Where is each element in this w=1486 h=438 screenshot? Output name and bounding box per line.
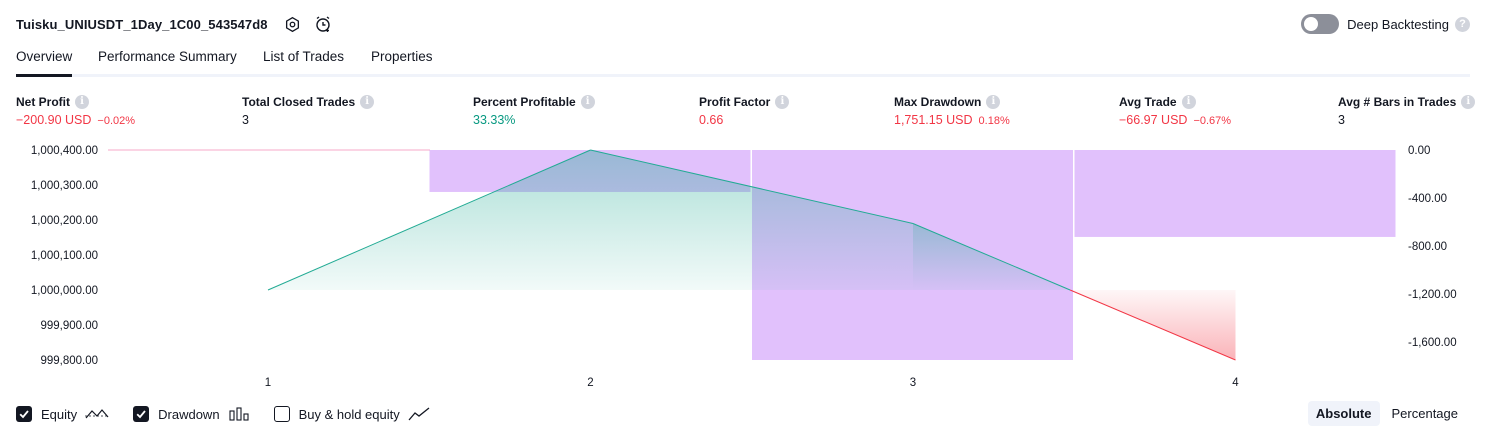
alarm-add-icon[interactable] bbox=[314, 15, 332, 33]
legend-drawdown[interactable]: Drawdown bbox=[133, 406, 249, 422]
equity-line-segment bbox=[1069, 289, 1236, 361]
equity-line-segment bbox=[267, 149, 591, 291]
legend-drawdown-label: Drawdown bbox=[158, 406, 220, 422]
left-axis-tick-label: 999,900.00 bbox=[40, 320, 98, 332]
right-axis-tick-label: -1,600.00 bbox=[1408, 337, 1457, 349]
info-icon[interactable]: i bbox=[75, 94, 89, 109]
right-axis-tick-label: -400.00 bbox=[1408, 193, 1447, 205]
left-axis-tick-label: 1,000,300.00 bbox=[31, 180, 98, 192]
buy-hold-checkbox[interactable] bbox=[273, 406, 290, 422]
display-mode: Absolute Percentage bbox=[1307, 401, 1466, 426]
equity-line-icon bbox=[85, 407, 110, 421]
info-icon[interactable]: i bbox=[986, 94, 1001, 109]
help-icon[interactable]: ? bbox=[1455, 16, 1470, 32]
equity-line-segment bbox=[912, 223, 1071, 291]
equity-checkbox[interactable] bbox=[16, 406, 32, 422]
deep-backtesting-toggle[interactable] bbox=[1301, 14, 1340, 34]
metric-value: 0.66 bbox=[699, 113, 724, 127]
x-axis-tick-label: 4 bbox=[1232, 377, 1239, 389]
equity-chart[interactable]: 1,000,400.00 1,000,300.00 1,000,200.00 1,00… bbox=[0, 136, 1486, 398]
metric-label: Net Profit bbox=[16, 94, 70, 109]
x-axis-tick-label: 3 bbox=[910, 377, 916, 389]
tab-bar: Overview Performance Summary List of Tra… bbox=[16, 46, 1470, 77]
chart-legend: Equity Drawdown Buy & hold equity bbox=[16, 403, 454, 425]
metric-profit-factor: Profit Factor i 0.66 bbox=[699, 94, 790, 127]
drawdown-bar bbox=[1074, 150, 1396, 237]
tab-list-of-trades[interactable]: List of Trades bbox=[263, 49, 345, 64]
info-icon[interactable]: i bbox=[360, 94, 375, 109]
left-axis-tick-label: 1,000,000.00 bbox=[31, 285, 98, 297]
metric-label: Avg Trade bbox=[1119, 94, 1177, 109]
equity-area-up bbox=[590, 150, 913, 290]
metric-value: −200.90 USD bbox=[16, 113, 92, 127]
legend-buy-hold-label: Buy & hold equity bbox=[298, 406, 400, 422]
legend-equity-label: Equity bbox=[41, 406, 78, 422]
metric-label: Profit Factor bbox=[699, 94, 771, 109]
metric-percent: −0.67% bbox=[1193, 115, 1232, 127]
deep-backtesting-label: Deep Backtesting bbox=[1347, 16, 1449, 32]
header: Tuisku_UNIUSDT_1Day_1C00_543547d8 bbox=[16, 12, 332, 36]
tab-overview[interactable]: Overview bbox=[16, 49, 73, 77]
left-axis-tick-label: 1,000,200.00 bbox=[31, 215, 98, 227]
metric-label: Percent Profitable bbox=[473, 94, 576, 109]
info-icon[interactable]: i bbox=[1181, 94, 1196, 109]
metric-value: 33.33% bbox=[473, 113, 516, 127]
bar-chart-icon bbox=[228, 407, 250, 421]
metric-percent: 0.18% bbox=[978, 115, 1010, 127]
toggle-knob bbox=[1304, 17, 1319, 31]
tab-properties[interactable]: Properties bbox=[371, 49, 433, 64]
metric-max-drawdown: Max Drawdown i 1,751.15 USD 0.18% bbox=[894, 94, 1010, 127]
info-icon[interactable]: i bbox=[775, 94, 790, 109]
strategy-title: Tuisku_UNIUSDT_1Day_1C00_543547d8 bbox=[16, 16, 268, 32]
right-axis-tick-label: -800.00 bbox=[1408, 241, 1447, 253]
metric-label: Max Drawdown bbox=[894, 94, 982, 109]
left-axis-tick-label: 999,800.00 bbox=[40, 355, 98, 367]
tab-performance-summary[interactable]: Performance Summary bbox=[98, 49, 237, 64]
metric-net-profit: Net Profit i −200.90 USD −0.02% bbox=[16, 94, 135, 127]
right-axis-tick-label: -1,200.00 bbox=[1408, 289, 1457, 301]
drawdown-checkbox[interactable] bbox=[133, 406, 150, 422]
x-axis-tick-label: 1 bbox=[265, 377, 271, 389]
right-axis-tick-label: 0.00 bbox=[1408, 145, 1430, 157]
legend-equity[interactable]: Equity bbox=[16, 406, 110, 422]
left-axis-tick-label: 1,000,400.00 bbox=[31, 145, 98, 157]
metric-label: Total Closed Trades bbox=[242, 94, 356, 109]
metric-label: Avg # Bars in Trades bbox=[1338, 94, 1457, 109]
metric-avg-trade: Avg Trade i −66.97 USD −0.67% bbox=[1119, 94, 1231, 127]
metric-value: −66.97 USD bbox=[1119, 113, 1188, 127]
left-axis-tick-label: 1,000,100.00 bbox=[31, 250, 98, 262]
metric-value: 1,751.15 USD bbox=[894, 113, 973, 127]
deep-backtesting: Deep Backtesting ? bbox=[1301, 12, 1470, 36]
metric-percent: −0.02% bbox=[97, 115, 136, 127]
percentage-button[interactable]: Percentage bbox=[1391, 406, 1459, 421]
equity-line-segment bbox=[590, 149, 914, 224]
metric-value: 3 bbox=[1338, 113, 1345, 127]
info-icon[interactable]: i bbox=[1461, 94, 1476, 109]
metric-total-closed-trades: Total Closed Trades i 3 bbox=[242, 94, 375, 127]
x-axis-tick-label: 2 bbox=[587, 377, 593, 389]
metric-percent-profitable: Percent Profitable i 33.33% bbox=[473, 94, 595, 127]
trend-line-icon bbox=[408, 407, 430, 421]
legend-buy-hold[interactable]: Buy & hold equity bbox=[273, 406, 430, 422]
info-icon[interactable]: i bbox=[580, 94, 595, 109]
metric-value: 3 bbox=[242, 113, 249, 127]
settings-icon[interactable] bbox=[284, 15, 302, 33]
absolute-button[interactable]: Absolute bbox=[1307, 401, 1380, 426]
metric-avg-bars: Avg # Bars in Trades i 3 bbox=[1338, 94, 1476, 127]
